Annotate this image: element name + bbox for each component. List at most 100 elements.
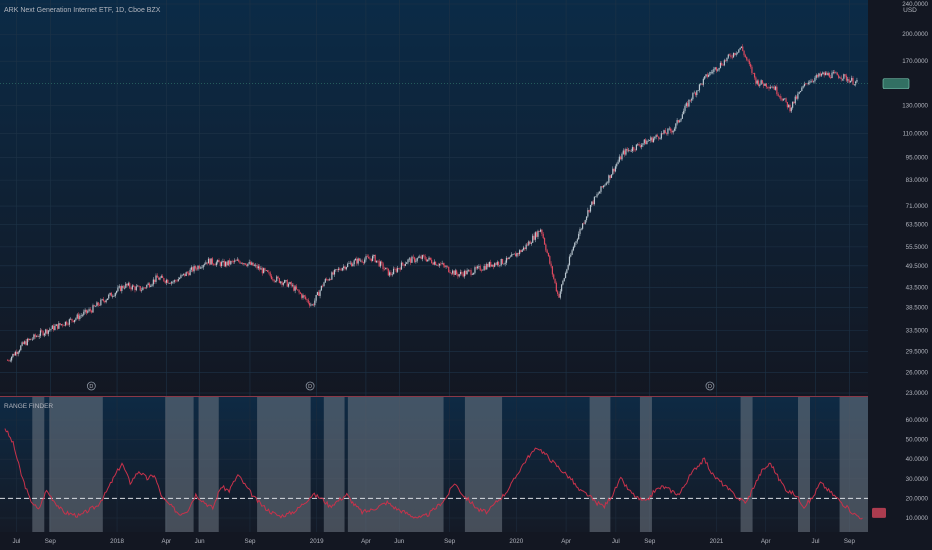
candle — [710, 69, 712, 75]
oscillator-tick-label: 50.0000 — [906, 437, 929, 444]
candle — [391, 272, 393, 277]
candle — [248, 259, 250, 265]
oscillator-axis[interactable]: 60.0000 50.0000 40.0000 30.0000 20.0000 10.00… — [906, 417, 929, 522]
candle — [832, 70, 834, 75]
candle — [34, 333, 36, 339]
candle — [809, 80, 811, 85]
oscillator-line — [4, 428, 863, 520]
candle — [177, 276, 179, 282]
candle — [612, 166, 614, 176]
candle — [505, 255, 508, 266]
candle — [175, 279, 177, 283]
candle — [680, 118, 682, 123]
price-axis-background — [868, 0, 932, 550]
candle — [458, 273, 460, 278]
candle — [24, 340, 26, 345]
candle — [181, 274, 183, 277]
candle — [601, 185, 603, 188]
candle — [256, 263, 258, 270]
candle — [479, 264, 481, 272]
price-axis[interactable]: 240.0000 200.0000 170.0000 130.0000 110.0000… — [902, 1, 928, 397]
candle — [624, 148, 626, 157]
candle — [108, 293, 110, 300]
candle — [51, 324, 53, 330]
candle — [734, 52, 736, 56]
candle — [213, 263, 215, 266]
candle — [441, 260, 443, 265]
candle — [144, 287, 147, 289]
candle — [563, 277, 565, 282]
candle — [394, 266, 396, 270]
candle — [150, 284, 152, 288]
candle — [794, 94, 796, 105]
candle — [599, 190, 601, 194]
candle — [641, 142, 643, 150]
candle — [835, 71, 837, 74]
candle — [226, 261, 228, 268]
time-axis[interactable]: Jul Sep 2018 Apr Jun Sep 2019 Apr Jun Sep 2020 Apr J… — [12, 538, 855, 545]
candle — [588, 209, 590, 214]
candle — [335, 269, 337, 272]
candle — [639, 143, 641, 149]
candle — [466, 268, 468, 275]
candle — [725, 59, 727, 63]
candle — [350, 261, 353, 267]
candle — [10, 356, 13, 363]
candle — [474, 265, 476, 275]
candle — [89, 307, 91, 313]
candle — [360, 258, 362, 263]
candle — [339, 267, 341, 271]
candle — [773, 84, 775, 91]
range-zone — [347, 397, 444, 532]
candle — [277, 275, 279, 279]
candle — [667, 127, 669, 136]
candle — [173, 279, 175, 284]
candle — [412, 254, 414, 260]
candle — [41, 328, 43, 333]
candle — [182, 273, 185, 276]
candle — [752, 72, 754, 75]
range-zone — [589, 397, 611, 532]
candle — [492, 264, 494, 270]
candle — [411, 255, 413, 263]
candle — [589, 204, 592, 213]
candle — [270, 273, 273, 280]
candle — [299, 291, 301, 295]
candle — [328, 277, 330, 281]
candle — [452, 269, 454, 275]
candle — [851, 75, 853, 83]
candle — [529, 240, 531, 244]
candle — [224, 261, 227, 268]
candle — [499, 264, 501, 268]
candle — [841, 78, 844, 82]
price-tick-label: 43.5000 — [906, 284, 929, 291]
candle — [408, 257, 410, 262]
candle — [659, 137, 661, 140]
candle — [87, 309, 89, 314]
candle — [759, 84, 761, 88]
candle — [341, 267, 343, 272]
candle — [135, 284, 137, 292]
price-tick-label: 130.0000 — [902, 103, 928, 110]
candle — [566, 268, 568, 274]
candle — [209, 258, 211, 266]
candle — [760, 79, 762, 86]
candle — [293, 283, 295, 292]
candle — [504, 260, 506, 267]
candle — [549, 254, 551, 265]
candle — [54, 323, 56, 331]
candle — [646, 139, 648, 145]
candle — [217, 259, 219, 265]
candle — [290, 281, 292, 288]
range-zone — [323, 397, 345, 532]
candle — [509, 254, 512, 258]
candle — [80, 312, 82, 319]
candle — [327, 278, 329, 282]
candle — [446, 265, 449, 269]
candle — [721, 61, 723, 66]
candle — [164, 280, 166, 284]
candle — [448, 266, 450, 273]
candle — [750, 62, 752, 69]
